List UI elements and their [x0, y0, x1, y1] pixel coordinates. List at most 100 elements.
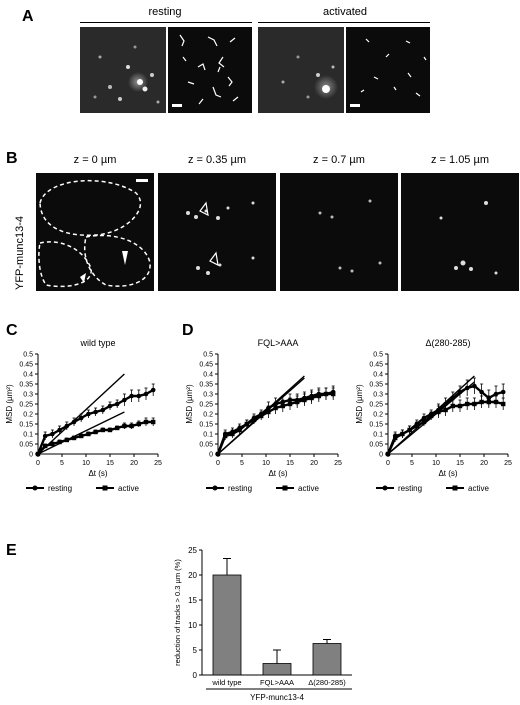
z-slice-0-image: [36, 173, 154, 291]
activated-tracks-image: [346, 27, 430, 113]
y-tick-label: 0.3: [373, 392, 383, 399]
x-axis-label: Δt (s): [268, 469, 287, 478]
data-point-active: [493, 399, 499, 405]
y-tick-label: 0.2: [373, 412, 383, 419]
x-tick-label: 10: [262, 460, 270, 467]
panel-d-letter: D: [182, 322, 194, 339]
data-point-active: [429, 413, 434, 419]
scale-bar: [136, 179, 148, 182]
data-point-active: [316, 393, 321, 399]
y-axis-label: reduction of tracks > 0.3 µm (%): [173, 559, 182, 666]
y-tick-label: 0.15: [369, 422, 383, 429]
data-point-resting: [78, 415, 84, 421]
data-point-active: [465, 401, 470, 407]
x-tick-label: 25: [334, 460, 342, 467]
legend-marker: [32, 485, 38, 491]
data-point-active: [136, 421, 141, 427]
y-tick-label: 0.45: [369, 362, 383, 369]
data-point-active: [295, 399, 300, 405]
data-point-active: [273, 405, 278, 411]
x-tick-label: 15: [106, 460, 114, 467]
x-tick-label: 25: [154, 460, 162, 467]
legend-marker: [102, 485, 108, 491]
activated-tracks: [360, 38, 427, 97]
chart-d1: FQL>AAA 0 0.05 0.1 0.15 0.2 0.25 0.3 0.35 0.4 0.45…: [185, 338, 342, 493]
z-label-1: z = 0.35 µm: [187, 154, 246, 166]
open-arrowhead-icon: [209, 251, 219, 267]
y-tick-label: 20: [188, 571, 197, 580]
resting-group-bracket: [80, 22, 252, 23]
category-label: wild type: [211, 678, 241, 687]
y-tick-label: 0.5: [203, 352, 213, 359]
y-tick-label: 15: [188, 596, 197, 605]
y-tick-label: 0.4: [373, 372, 383, 379]
y-tick-label: 0.35: [369, 382, 383, 389]
data-point-resting: [143, 391, 149, 397]
data-point-active: [79, 433, 84, 439]
bar: [212, 574, 242, 676]
legend-marker: [382, 485, 388, 491]
data-point-resting: [122, 397, 127, 403]
activated-group-label: activated: [322, 6, 368, 18]
x-tick-label: 15: [456, 460, 464, 467]
data-point-active: [115, 425, 120, 431]
data-point-active: [280, 403, 285, 409]
data-point-active: [479, 399, 484, 405]
legend-marker: [212, 485, 218, 491]
series-line-resting: [386, 384, 504, 455]
data-point-active: [151, 419, 156, 425]
data-point-active: [35, 451, 41, 457]
data-point-active: [64, 437, 69, 443]
x-tick-label: 10: [82, 460, 90, 467]
data-point-active: [93, 429, 98, 435]
data-point-active: [71, 435, 77, 441]
open-arrowhead-icon: [199, 201, 209, 217]
z-slice-3-signal: [439, 201, 498, 275]
legend-label-active: active: [468, 484, 489, 493]
data-point-resting: [57, 427, 62, 433]
resting-fluorescence-image: [80, 27, 166, 113]
data-point-active: [50, 441, 55, 447]
y-axis-label: MSD (µm²): [185, 384, 194, 424]
data-point-active: [100, 427, 105, 433]
z-label-3: z = 1.05 µm: [430, 154, 489, 166]
x-tick-label: 5: [240, 460, 244, 467]
data-point-active: [43, 443, 48, 449]
y-tick-label: 0.35: [199, 382, 213, 389]
z-slice-1-signal: [186, 201, 255, 275]
y-tick-label: 0.45: [199, 362, 213, 369]
z-label-0: z = 0 µm: [73, 154, 117, 166]
data-point-active: [385, 451, 391, 457]
data-point-active: [486, 399, 491, 405]
data-point-active: [251, 417, 257, 423]
x-tick-label: 20: [480, 460, 488, 467]
y-tick-label: 0.15: [19, 422, 33, 429]
x-tick-label: 15: [286, 460, 294, 467]
x-axis-label: Δt (s): [438, 469, 457, 478]
bar: [262, 663, 292, 676]
data-point-active: [323, 391, 329, 397]
data-point-active: [436, 409, 441, 415]
data-point-active: [215, 451, 221, 457]
z-slice-2-signal: [318, 199, 382, 273]
data-point-active: [223, 433, 228, 439]
y-tick-label: 0: [379, 452, 383, 459]
legend-label-resting: resting: [48, 484, 72, 493]
y-tick-label: 0.4: [23, 372, 33, 379]
x-tick-label: 10: [432, 460, 440, 467]
legend-marker: [452, 485, 458, 491]
data-point-active: [86, 431, 91, 437]
scale-bar: [350, 104, 360, 107]
data-point-active: [457, 403, 463, 409]
chart-title: wild type: [79, 338, 115, 348]
data-point-active: [244, 421, 249, 427]
y-tick-label: 0: [209, 452, 213, 459]
y-tick-label: 0.4: [203, 372, 213, 379]
y-tick-label: 5: [193, 646, 198, 655]
y-tick-label: 0.1: [23, 432, 33, 439]
y-tick-label: 0.1: [203, 432, 213, 439]
data-point-active: [421, 419, 427, 425]
y-tick-label: 0.3: [203, 392, 213, 399]
chart-d2: Δ(280-285) 0 0.05 0.1 0.15 0.2 0.25 0.3 0.35 0.4 0…: [355, 338, 512, 493]
data-point-resting: [64, 423, 70, 429]
